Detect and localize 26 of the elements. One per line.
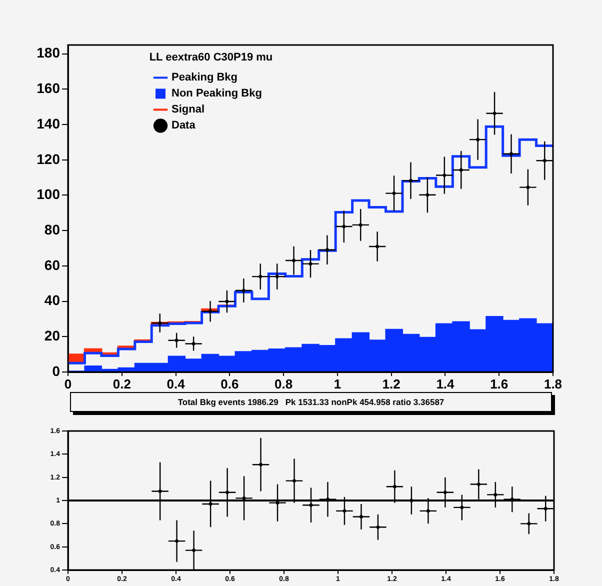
legend-title: LL eextra60 C30P19 mu	[149, 52, 273, 64]
y-tick-label: 140	[36, 115, 60, 132]
y-tick-label: 20	[44, 328, 60, 344]
legend-label: Non Peaking Bkg	[172, 88, 262, 100]
y-tick-label: 100	[36, 186, 60, 202]
legend-label: Peaking Bkg	[172, 72, 238, 84]
y-tick-label: 180	[36, 44, 60, 61]
x-tick-label: 0.8	[274, 376, 293, 392]
y-tick-label: 40	[44, 292, 60, 308]
y-tick-label: 0	[52, 362, 60, 379]
x-tick-label: 0.6	[220, 376, 239, 392]
x-tick-label: 1.4	[436, 376, 456, 392]
y-tick-label: 80	[44, 221, 60, 238]
x-tick-label: 1	[334, 376, 342, 392]
x-tick-label: 0.4	[166, 376, 186, 392]
x-tick-label: 1.2	[382, 376, 400, 392]
text: Total Bkg events 1986.29 Pk 1531.33 nonPk 454.958 ratio 3.36587	[70, 392, 552, 412]
x-tick-label: 0.2	[112, 376, 131, 392]
y-tick-label: 60	[44, 256, 60, 273]
x-tick-label: 1.8	[544, 376, 562, 392]
legend-label: Signal	[172, 104, 205, 116]
x-tick-label: 0	[64, 376, 72, 392]
y-tick-label: 120	[36, 150, 60, 167]
x-tick-label: 1.6	[490, 376, 508, 392]
y-tick-label: 160	[36, 80, 60, 96]
legend-label: Data	[172, 120, 196, 132]
